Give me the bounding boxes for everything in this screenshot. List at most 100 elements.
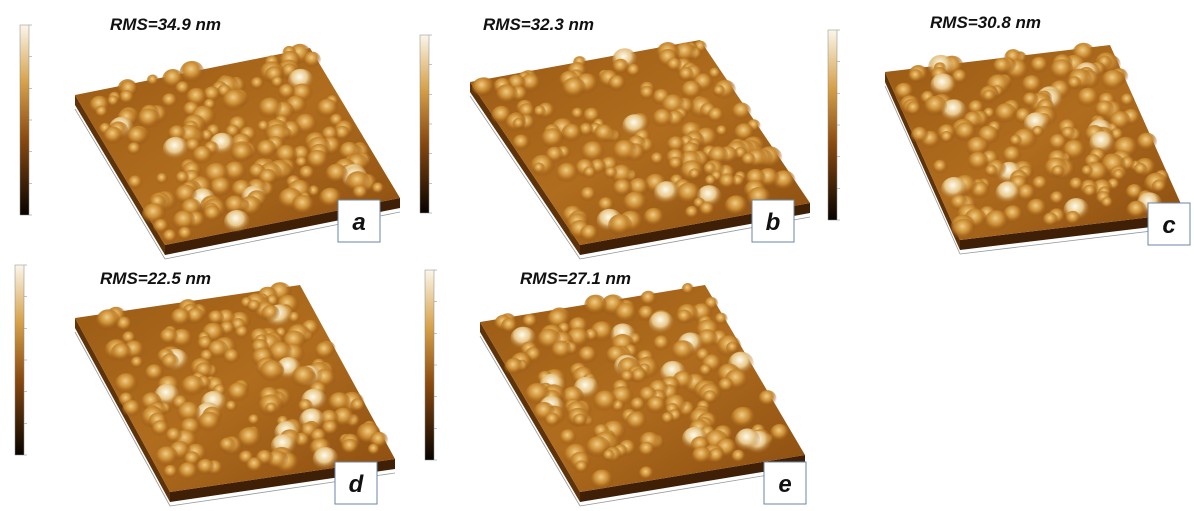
grain [673, 42, 697, 64]
grain [668, 156, 684, 172]
grain [303, 51, 322, 69]
grain [640, 290, 657, 307]
grain [924, 95, 948, 118]
panel-label: e [778, 471, 791, 498]
grain [717, 377, 735, 394]
grain [643, 207, 665, 228]
grain [222, 89, 247, 113]
grain [234, 325, 249, 340]
grain [291, 194, 315, 216]
grain [172, 210, 196, 232]
grain [181, 375, 205, 398]
rms-title: RMS=34.9 nm [110, 15, 221, 34]
color-bar [14, 264, 25, 456]
grain [291, 366, 317, 389]
grain [256, 139, 277, 160]
grain [646, 396, 667, 415]
grain [612, 139, 637, 163]
afm-panel: RMS=34.9 nm a [19, 15, 401, 260]
grain [967, 151, 989, 172]
afm-panel: RMS=27.1 nm e [424, 269, 807, 507]
grain [653, 181, 680, 205]
grain [160, 353, 180, 371]
grain [725, 341, 739, 355]
grain [1042, 212, 1059, 228]
grain [541, 128, 564, 150]
grain [203, 205, 222, 223]
grain [496, 84, 519, 106]
grain [741, 152, 756, 168]
grain [604, 166, 618, 180]
grain [533, 105, 547, 119]
rms-title: RMS=32.3 nm [483, 15, 594, 34]
grain [724, 195, 749, 218]
grain [127, 175, 143, 191]
grain [661, 412, 675, 426]
grain [699, 201, 715, 218]
grain [270, 76, 284, 89]
grain [1002, 146, 1022, 165]
panel-label: c [1162, 212, 1175, 239]
label-box [334, 461, 378, 505]
grain [1021, 75, 1043, 95]
grain [122, 399, 142, 418]
grain [144, 364, 164, 383]
grain [179, 60, 205, 84]
grain [681, 283, 694, 296]
panel-label: d [349, 471, 365, 498]
surface-wall [885, 72, 960, 250]
grain [130, 356, 144, 370]
grain [910, 126, 929, 144]
grain [155, 172, 169, 186]
grain [203, 86, 221, 104]
grain [544, 412, 561, 428]
grain [1081, 165, 1094, 178]
grain [951, 69, 968, 85]
axis-line [74, 108, 166, 260]
label-box [337, 199, 381, 243]
grain [192, 145, 213, 166]
grain [1100, 196, 1114, 209]
grain [608, 214, 633, 237]
grain [666, 136, 685, 154]
grain [984, 164, 998, 178]
grain [1112, 169, 1125, 182]
grain [223, 161, 247, 183]
grain [671, 340, 695, 362]
grain [177, 462, 199, 482]
grain [1077, 87, 1100, 109]
grain [137, 108, 161, 130]
surface-wall [960, 213, 1185, 250]
grain [992, 57, 1012, 76]
grain [713, 84, 726, 98]
grain [982, 89, 996, 103]
grain [367, 443, 380, 456]
grain [731, 449, 746, 464]
grain [580, 186, 597, 203]
grain [209, 177, 233, 198]
grain [325, 163, 349, 185]
color-bar [419, 34, 430, 214]
grain [1136, 132, 1158, 153]
grain [319, 187, 342, 209]
grain [162, 229, 178, 244]
grain [114, 373, 139, 396]
grain [612, 179, 633, 198]
grain [163, 464, 178, 480]
grain [237, 427, 262, 450]
grain [551, 340, 572, 361]
grain [556, 162, 579, 184]
grain [1094, 100, 1115, 120]
grain [261, 304, 280, 323]
grain [932, 159, 948, 175]
grain [1082, 184, 1097, 199]
grain [593, 390, 618, 413]
grain [165, 427, 183, 444]
grain [306, 149, 329, 171]
grain [146, 74, 159, 87]
grain [584, 294, 608, 316]
grain [578, 122, 594, 138]
grain [630, 368, 648, 385]
grain [1022, 92, 1039, 109]
surface-wall [470, 82, 580, 255]
